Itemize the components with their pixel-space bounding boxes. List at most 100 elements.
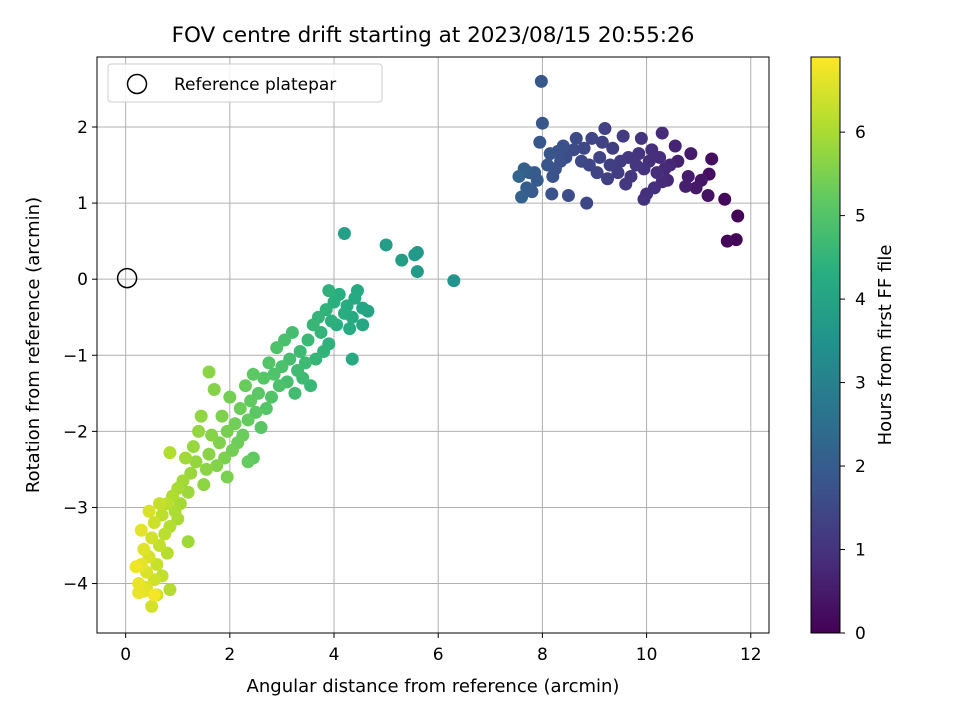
data-point [246, 367, 260, 381]
colorbar-tick-label: 0 [855, 624, 866, 644]
data-point [546, 169, 560, 183]
data-point [241, 455, 255, 469]
data-point [345, 352, 359, 366]
data-point [731, 209, 745, 223]
y-tick-label: −4 [63, 575, 88, 595]
data-point [147, 588, 161, 602]
data-point [199, 462, 213, 476]
y-tick-label: 1 [77, 194, 88, 214]
data-point [181, 485, 195, 499]
data-point [356, 301, 370, 315]
data-point [343, 322, 357, 336]
data-point [447, 274, 461, 288]
data-point [259, 402, 273, 416]
colorbar [810, 56, 841, 634]
data-point [595, 135, 609, 149]
data-point [153, 497, 167, 511]
colorbar-tick-label: 6 [855, 123, 866, 143]
colorbar-tick-label: 5 [855, 207, 866, 227]
grid-lines [97, 57, 769, 633]
y-axis-label: Rotation from reference (arcmin) [23, 197, 44, 493]
data-point [132, 586, 146, 600]
data-point [265, 390, 279, 404]
data-point [272, 379, 286, 393]
data-point [701, 188, 715, 202]
data-point [689, 181, 703, 195]
data-point [244, 394, 258, 408]
x-tick-label: 8 [537, 645, 548, 665]
data-point [603, 158, 617, 172]
data-point [580, 196, 594, 210]
data-point [132, 577, 146, 591]
data-point [309, 352, 323, 366]
data-point [668, 139, 682, 153]
x-tick-label: 0 [120, 645, 131, 665]
data-point [512, 169, 526, 183]
colorbar-tick-label: 1 [855, 541, 866, 561]
data-point [535, 116, 549, 130]
data-point [233, 402, 247, 416]
data-point [650, 166, 664, 180]
data-point [270, 341, 284, 355]
data-point [262, 356, 276, 370]
data-point [197, 478, 211, 492]
data-point [267, 367, 281, 381]
colorbar-ticks: 0 1 2 3 4 5 6 [840, 123, 866, 644]
data-point [543, 147, 557, 161]
data-point [655, 126, 669, 140]
data-point [533, 135, 547, 149]
data-point [202, 365, 216, 379]
data-point [129, 560, 143, 574]
x-tick-label: 6 [433, 645, 444, 665]
data-point [577, 141, 591, 155]
data-point [705, 152, 719, 166]
data-point [238, 379, 252, 393]
x-tick-label: 4 [329, 645, 340, 665]
data-point [569, 131, 583, 145]
data-point [410, 265, 424, 279]
legend-box [107, 63, 383, 103]
data-point [616, 129, 630, 143]
data-point [356, 318, 370, 332]
data-point [606, 141, 620, 155]
x-axis-label: Angular distance from reference (arcmin) [247, 676, 620, 697]
data-point [142, 504, 156, 518]
y-tick-label: 0 [77, 270, 88, 290]
data-point [145, 531, 159, 545]
legend-marker-icon [126, 73, 148, 95]
data-point [205, 428, 219, 442]
x-tick-label: 2 [224, 645, 235, 665]
data-point [147, 516, 161, 530]
data-point [257, 371, 271, 385]
y-tick-label: −3 [63, 498, 88, 518]
data-point [254, 421, 268, 435]
data-point [679, 179, 693, 193]
reference-platepar-marker [116, 267, 138, 289]
data-point [179, 451, 193, 465]
data-point [614, 154, 628, 168]
data-point [145, 599, 159, 613]
legend: Reference platepar [107, 63, 383, 103]
data-point [637, 192, 651, 206]
data-point [163, 583, 177, 597]
data-point [215, 409, 229, 423]
data-point [241, 413, 255, 427]
data-point [293, 344, 307, 358]
legend-label: Reference platepar [174, 75, 336, 95]
data-point [291, 363, 305, 377]
data-point [220, 470, 234, 484]
data-point [408, 248, 422, 262]
data-point [288, 386, 302, 400]
data-point [598, 122, 612, 136]
data-point [718, 192, 732, 206]
data-point [681, 169, 695, 183]
data-point [379, 238, 393, 252]
data-point [593, 150, 607, 164]
data-point [134, 523, 148, 537]
x-tick-label: 12 [740, 645, 762, 665]
scatter-points [129, 74, 745, 613]
y-axis-ticks: −4 −3 −2 −1 0 1 2 [63, 118, 97, 595]
data-point [337, 227, 351, 241]
data-point [186, 440, 200, 454]
